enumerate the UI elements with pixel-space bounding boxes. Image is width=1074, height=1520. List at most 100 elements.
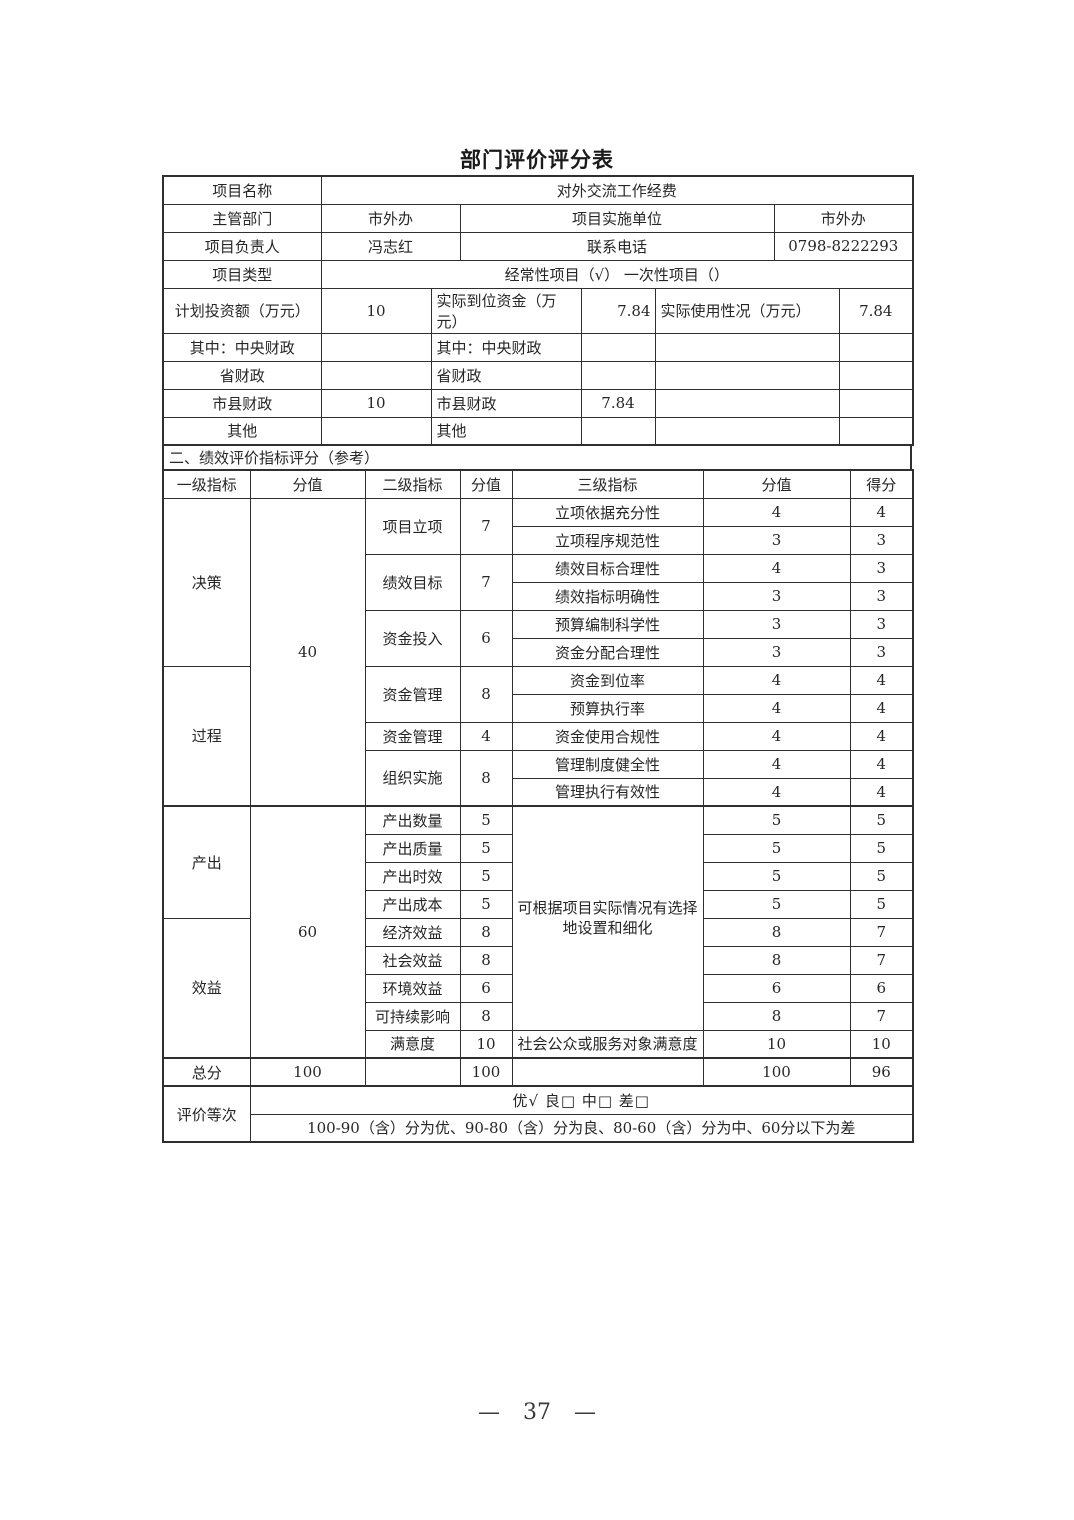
cell-total-got: 96 <box>849 1057 914 1087</box>
cell-level2-score: 5 <box>459 805 513 835</box>
cell-level2-score: 8 <box>459 665 513 723</box>
cell-impl-unit-label: 项目实施单位 <box>459 203 775 233</box>
cell-level2: 资金管理 <box>364 721 461 751</box>
cell-level3-score: 10 <box>702 1029 851 1059</box>
empty-cell <box>838 388 914 418</box>
cell-grade-options: 优√ 良□ 中□ 差□ <box>249 1085 914 1115</box>
cell-central-actual <box>580 332 656 362</box>
cell-leader-label: 项目负责人 <box>162 231 322 261</box>
cell-level3-score: 4 <box>702 721 851 751</box>
cell-city-label2: 市县财政 <box>430 388 582 418</box>
cell-level2-score: 10 <box>459 1029 513 1059</box>
cell-level1-benefit: 效益 <box>162 917 251 1059</box>
cell-level1-output: 产出 <box>162 805 251 919</box>
empty-cell <box>511 1057 704 1087</box>
table-row: 项目类型 经常性项目（√） 一次性项目（） <box>162 259 914 289</box>
cell-central-plan <box>320 332 432 362</box>
cell-got: 6 <box>849 973 914 1003</box>
cell-project-type-value: 经常性项目（√） 一次性项目（） <box>320 259 914 289</box>
cell-total-score2: 100 <box>459 1057 513 1087</box>
cell-got: 4 <box>849 721 914 751</box>
cell-level3-score: 8 <box>702 945 851 975</box>
cell-got: 5 <box>849 889 914 919</box>
cell-level2-score: 7 <box>459 497 513 555</box>
cell-level2: 环境效益 <box>364 973 461 1003</box>
cell-plan-amount-value: 10 <box>320 287 432 334</box>
empty-cell <box>654 416 840 446</box>
cell-level1-process: 过程 <box>162 665 251 807</box>
cell-total-label: 总分 <box>162 1057 251 1087</box>
col-header-score3: 分值 <box>702 469 851 499</box>
cell-level2: 项目立项 <box>364 497 461 555</box>
cell-project-name-label: 项目名称 <box>162 175 322 205</box>
col-header-level2: 二级指标 <box>364 469 461 499</box>
cell-got: 7 <box>849 945 914 975</box>
empty-cell <box>364 1057 461 1087</box>
cell-dept-value: 市外办 <box>320 203 461 233</box>
cell-level2-score: 8 <box>459 1001 513 1031</box>
cell-got: 3 <box>849 637 914 667</box>
cell-leader-value: 冯志红 <box>320 231 461 261</box>
cell-got: 7 <box>849 917 914 947</box>
cell-other-label2: 其他 <box>430 416 582 446</box>
table-row: 其他 其他 <box>162 416 914 446</box>
table-row: 资金管理 4 资金使用合规性 4 4 <box>163 721 914 751</box>
table-row: 产出成本 5 5 5 <box>163 889 914 919</box>
cell-level3-score: 6 <box>702 973 851 1003</box>
empty-cell <box>838 360 914 390</box>
table-row: 产出时效 5 5 5 <box>163 861 914 891</box>
col-header-score2: 分值 <box>459 469 513 499</box>
col-header-level1: 一级指标 <box>162 469 251 499</box>
table-header-row: 一级指标 分值 二级指标 分值 三级指标 分值 得分 <box>162 469 914 499</box>
cell-got: 4 <box>849 497 914 527</box>
col-header-score1: 分值 <box>249 469 366 499</box>
cell-level3-score: 3 <box>702 609 851 639</box>
table-row: 项目名称 对外交流工作经费 <box>162 175 914 205</box>
table-row: 立项程序规范性 3 3 <box>163 525 914 555</box>
cell-level1-decision: 决策 <box>162 497 251 667</box>
empty-cell <box>838 416 914 446</box>
cell-level2: 组织实施 <box>364 749 461 807</box>
cell-level3: 立项依据充分性 <box>511 497 704 527</box>
table-row: 项目负责人 冯志红 联系电话 0798-8222293 <box>162 231 914 261</box>
cell-level3: 预算编制科学性 <box>511 609 704 639</box>
cell-level2: 产出时效 <box>364 861 461 891</box>
cell-level3-score: 4 <box>702 777 851 807</box>
cell-actual-fund-label: 实际到位资金（万元） <box>430 287 582 334</box>
project-info-table: 项目名称 对外交流工作经费 主管部门 市外办 项目实施单位 市外办 项目负责人 … <box>162 175 915 446</box>
cell-project-name-value: 对外交流工作经费 <box>320 175 914 205</box>
cell-level2-score: 6 <box>459 973 513 1003</box>
cell-level3: 立项程序规范性 <box>511 525 704 555</box>
cell-level3-score: 3 <box>702 637 851 667</box>
cell-level2-score: 6 <box>459 609 513 667</box>
cell-score-40: 40 <box>249 497 366 807</box>
cell-got: 4 <box>849 665 914 695</box>
cell-used-fund-label: 实际使用性况（万元） <box>654 287 840 334</box>
col-header-level3: 三级指标 <box>511 469 704 499</box>
cell-phone-label: 联系电话 <box>459 231 775 261</box>
cell-used-fund-value: 7.84 <box>838 287 914 334</box>
cell-level2: 资金投入 <box>364 609 461 667</box>
cell-level3: 资金分配合理性 <box>511 637 704 667</box>
table-row: 可持续影响 8 8 7 <box>163 1001 914 1031</box>
cell-total-score3: 100 <box>702 1057 851 1087</box>
cell-level2-score: 5 <box>459 889 513 919</box>
empty-cell <box>654 332 840 362</box>
table-row: 管理执行有效性 4 4 <box>163 777 914 807</box>
cell-impl-unit-value: 市外办 <box>773 203 914 233</box>
cell-got: 3 <box>849 609 914 639</box>
section2-heading-table: 二、绩效评价指标评分（参考） <box>162 444 912 471</box>
cell-level3-score: 5 <box>702 805 851 835</box>
cell-level3-score: 5 <box>702 889 851 919</box>
cell-level2: 绩效目标 <box>364 553 461 611</box>
cell-grade-label: 评价等次 <box>162 1085 251 1143</box>
cell-got: 4 <box>849 777 914 807</box>
cell-level2-score: 5 <box>459 861 513 891</box>
cell-level2: 产出成本 <box>364 889 461 919</box>
page-title: 部门评价评分表 <box>460 147 614 172</box>
table-row: 市县财政 10 市县财政 7.84 <box>162 388 914 418</box>
cell-other-plan <box>320 416 432 446</box>
cell-central-label: 其中：中央财政 <box>162 332 322 362</box>
cell-level3: 预算执行率 <box>511 693 704 723</box>
cell-grade-rule: 100-90（含）分为优、90-80（含）分为良、80-60（含）分为中、60分… <box>249 1113 914 1143</box>
